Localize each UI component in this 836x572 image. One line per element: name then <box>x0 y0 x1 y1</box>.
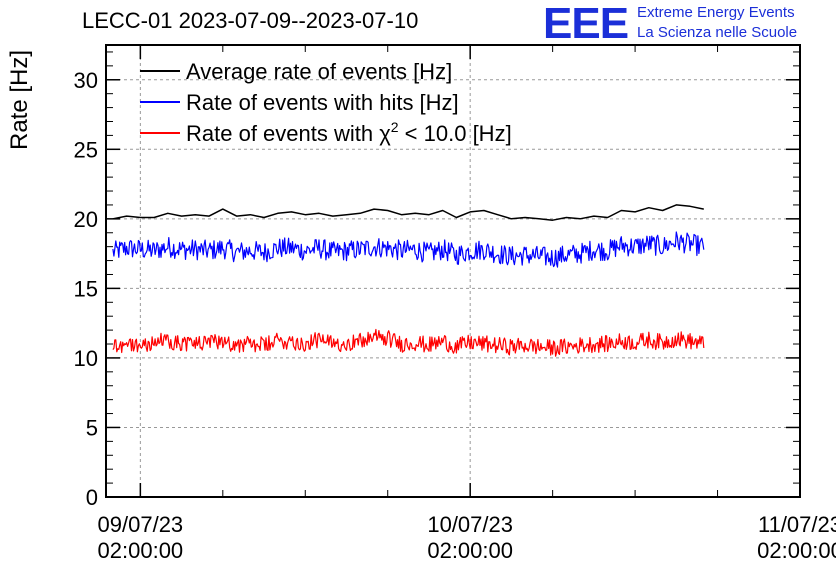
x-tick-time: 02:00:00 <box>98 538 184 563</box>
series-line-hits <box>112 231 705 268</box>
x-tick-date: 10/07/23 <box>427 512 513 537</box>
legend-label-average: Average rate of events [Hz] <box>186 59 452 84</box>
series-line-chi2 <box>112 328 705 357</box>
y-tick-label: 15 <box>74 276 98 301</box>
y-tick-label: 25 <box>74 137 98 162</box>
eee-logo: EEE <box>543 0 629 48</box>
y-tick-label: 20 <box>74 207 98 232</box>
x-tick-date: 09/07/23 <box>98 512 184 537</box>
y-tick-label: 10 <box>74 346 98 371</box>
y-tick-label: 0 <box>86 485 98 510</box>
plot-frame <box>105 44 801 498</box>
y-tick-label: 5 <box>86 415 98 440</box>
x-tick-time: 02:00:00 <box>757 538 836 563</box>
legend-label-hits: Rate of events with hits [Hz] <box>186 90 459 115</box>
legend-label-chi2: Rate of events with χ2 < 10.0 [Hz] <box>186 119 512 146</box>
data-series <box>112 204 705 357</box>
chart-title: LECC-01 2023-07-09--2023-07-10 <box>82 8 419 33</box>
legend: Average rate of events [Hz] Rate of event… <box>140 59 512 146</box>
x-tick-date: 11/07/23 <box>758 512 836 537</box>
y-tick-label: 30 <box>74 68 98 93</box>
logo-subtitle-line2: La Scienza nelle Scuole <box>637 24 798 41</box>
logo-subtitle-line1: Extreme Energy Events <box>637 4 795 21</box>
x-tick-time: 02:00:00 <box>427 538 513 563</box>
grid-lines <box>106 45 801 497</box>
axes: 05101520253009/07/2302:00:0010/07/2302:0… <box>74 45 836 563</box>
series-line-average <box>112 204 704 221</box>
y-axis-label: Rate [Hz] <box>6 50 33 150</box>
